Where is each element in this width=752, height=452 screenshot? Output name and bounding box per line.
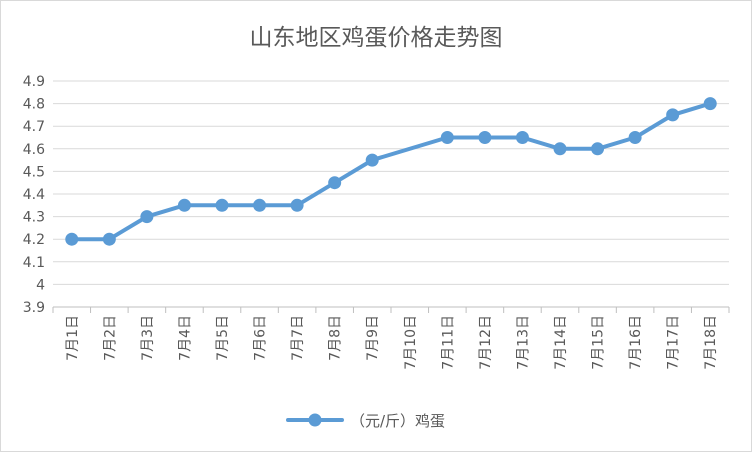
- gridlines: [53, 80, 729, 308]
- x-tick-label: 7月5日: [215, 315, 231, 361]
- data-point: [365, 153, 379, 167]
- data-point: [553, 142, 567, 156]
- y-tick-label: 4.4: [23, 187, 45, 203]
- y-tick-label: 4.1: [23, 255, 45, 271]
- legend-label: （元/斤）鸡蛋: [350, 412, 445, 430]
- x-tick-label: 7月8日: [328, 315, 344, 361]
- chart-title: 山东地区鸡蛋价格走势图: [250, 25, 503, 51]
- data-point: [253, 198, 267, 212]
- y-tick-label: 4.6: [23, 142, 45, 158]
- x-tick-label: 7月14日: [553, 315, 569, 370]
- x-tick-label: 7月17日: [666, 315, 682, 370]
- data-point: [140, 210, 154, 224]
- data-point: [65, 232, 79, 246]
- x-tick-label: 7月12日: [478, 315, 494, 370]
- x-tick-label: 7月11日: [440, 315, 456, 370]
- x-axis-ticks: 7月1日 7月2日 7月3日 7月4日 7月5日 7月6日 7月7日 7月8日 7月9日 7月10…: [52, 307, 730, 370]
- data-point: [666, 108, 680, 122]
- x-tick-label: 7月9日: [365, 315, 381, 361]
- series-layer: [65, 97, 717, 246]
- y-tick-label: 3.9: [23, 300, 45, 316]
- y-axis-ticks: 3.9 4 4.1 4.2 4.3 4.4 4.5 4.6 4.7 4.8 4.9: [23, 74, 45, 316]
- y-tick-label: 4.7: [23, 119, 45, 135]
- legend: （元/斤）鸡蛋: [286, 412, 445, 430]
- y-tick-label: 4.2: [23, 232, 45, 248]
- data-point: [591, 142, 605, 156]
- y-tick-label: 4: [36, 277, 45, 293]
- data-point: [703, 97, 717, 111]
- x-tick-label: 7月16日: [628, 315, 644, 370]
- data-point: [440, 131, 454, 144]
- x-tick-label: 7月3日: [140, 315, 156, 361]
- x-tick-label: 7月18日: [703, 315, 719, 370]
- x-tick-label: 7月7日: [290, 315, 306, 361]
- x-tick-label: 7月13日: [515, 315, 531, 370]
- y-tick-label: 4.5: [23, 164, 45, 180]
- data-point: [102, 232, 116, 246]
- data-point: [290, 198, 304, 212]
- y-tick-label: 4.3: [23, 210, 45, 226]
- x-tick-label: 7月6日: [253, 315, 269, 361]
- data-point: [328, 176, 342, 190]
- x-tick-label: 7月4日: [177, 315, 193, 361]
- x-tick-label: 7月1日: [65, 315, 81, 361]
- data-point: [515, 131, 529, 144]
- data-point: [215, 198, 229, 212]
- x-tick-label: 7月15日: [591, 315, 607, 370]
- data-point: [478, 131, 492, 144]
- legend-point-marker: [308, 413, 322, 427]
- x-tick-label: 7月2日: [102, 315, 118, 361]
- y-tick-label: 4.8: [23, 97, 45, 113]
- data-point: [177, 198, 191, 212]
- data-point: [628, 131, 642, 144]
- y-tick-label: 4.9: [23, 74, 45, 90]
- x-tick-label: 7月10日: [403, 315, 419, 370]
